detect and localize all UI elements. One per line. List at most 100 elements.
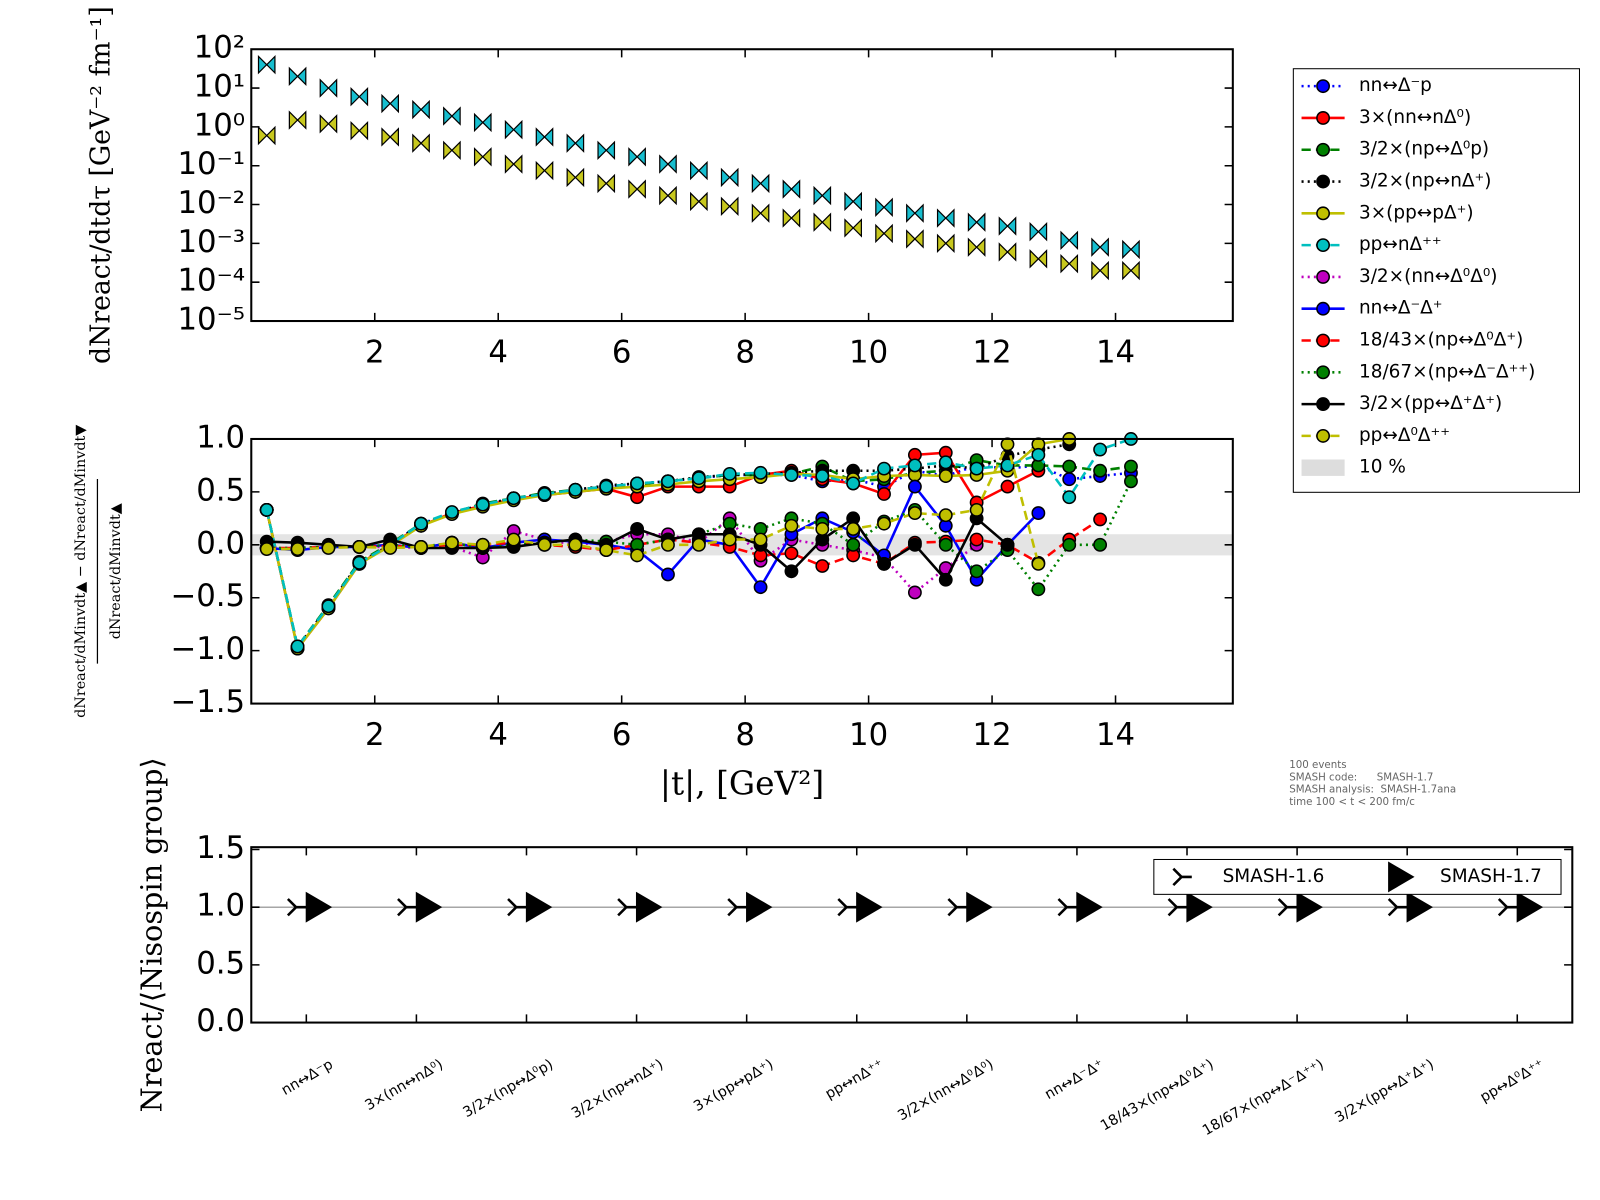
marker (936, 208, 955, 228)
point (1062, 472, 1077, 487)
legend-label: 18/67×(np↔Δ⁻Δ⁺⁺) (1359, 361, 1535, 382)
point (321, 541, 336, 555)
point (907, 506, 922, 520)
marker (628, 179, 646, 199)
marker (597, 173, 616, 194)
x-tick-label: 4 (488, 334, 508, 370)
legend-label: nn↔Δ⁻p (1359, 75, 1432, 96)
marker (998, 216, 1017, 236)
legend-marker (1316, 301, 1330, 316)
marker (1091, 237, 1109, 257)
marker (415, 891, 443, 923)
point (722, 532, 737, 547)
point (877, 556, 891, 571)
marker (1388, 861, 1415, 893)
point (1000, 479, 1015, 494)
marker (690, 160, 708, 181)
x-tick-label: 2 (365, 334, 385, 370)
point (321, 599, 336, 614)
marker (1296, 891, 1323, 923)
point (753, 580, 768, 595)
marker (936, 233, 955, 254)
point (537, 487, 552, 501)
series-line (266, 518, 1101, 568)
legend-marker (1316, 397, 1330, 412)
point (784, 546, 799, 561)
y-tick-label: −1.5 (170, 684, 245, 720)
y-tick-label: −0.5 (170, 578, 245, 614)
marker (1076, 891, 1103, 923)
legend-marker (1316, 142, 1330, 157)
marker (967, 212, 986, 232)
point (1031, 447, 1046, 462)
marker (856, 891, 883, 923)
y-tick-label: 10⁻⁴ (177, 263, 245, 299)
point (938, 455, 953, 470)
legend-marker (1316, 270, 1330, 284)
marker (1029, 249, 1048, 269)
plot-frame (250, 437, 1234, 705)
legend-label: 10 % (1359, 457, 1406, 478)
legend-label: 3/2×(nn↔Δ⁰Δ⁰) (1359, 266, 1497, 287)
marker (875, 223, 893, 244)
legend-band (1301, 459, 1345, 476)
y-tick-label: 1.5 (196, 830, 245, 866)
point (290, 639, 305, 654)
marker (751, 203, 770, 223)
y-tick-label: 10² (194, 30, 245, 66)
marker (966, 891, 993, 923)
y-tick-label: 10⁻² (177, 185, 245, 221)
marker (381, 127, 399, 147)
marker (720, 196, 739, 217)
legend-label: 18/43×(np↔Δ⁰Δ⁺) (1359, 330, 1523, 351)
point (1062, 490, 1077, 505)
marker (1497, 898, 1518, 917)
marker (875, 197, 893, 217)
x-tick-label: 14 (1096, 717, 1135, 753)
marker (504, 119, 523, 140)
point (1124, 459, 1138, 474)
legend-label: 3/2×(np↔Δ⁰p) (1359, 139, 1489, 160)
marker (566, 133, 585, 153)
marker (286, 898, 307, 917)
point (938, 469, 953, 483)
marker (397, 898, 417, 917)
legend-marker (1316, 79, 1330, 94)
point (938, 508, 953, 523)
point (907, 537, 922, 552)
y-tick-label: 0.5 (196, 945, 245, 981)
marker (844, 191, 862, 212)
point (969, 502, 984, 517)
legend-label: SMASH-1.6 (1223, 866, 1325, 887)
marker (782, 208, 801, 228)
x-tick-label: 12 (972, 717, 1011, 753)
marker (257, 54, 276, 75)
marker (412, 133, 430, 153)
point (352, 555, 367, 570)
point (815, 522, 830, 536)
series-line (265, 443, 1070, 651)
point (352, 540, 367, 554)
legend-marker (1316, 111, 1330, 125)
point (877, 461, 891, 476)
point (661, 567, 675, 582)
marker (1057, 898, 1077, 917)
marker (1277, 898, 1298, 917)
point (414, 540, 428, 554)
point (815, 469, 830, 483)
marker (1167, 898, 1188, 917)
marker (659, 154, 677, 174)
marker (1122, 239, 1140, 260)
marker (813, 185, 832, 206)
x-tick-label: 6 (612, 717, 632, 753)
marker (305, 891, 333, 923)
x-tick-label: 2 (365, 717, 385, 753)
point (846, 522, 861, 536)
marker (628, 147, 646, 167)
point (1031, 582, 1046, 597)
point (630, 522, 645, 536)
point (383, 541, 398, 555)
point (444, 505, 459, 519)
point (1062, 537, 1077, 552)
